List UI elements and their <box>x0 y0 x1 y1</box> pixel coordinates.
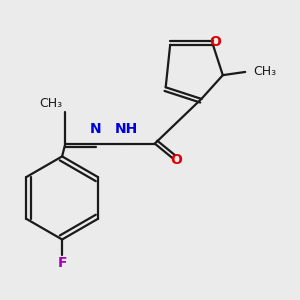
Text: F: F <box>57 256 67 271</box>
Text: O: O <box>210 35 221 49</box>
Text: N: N <box>90 122 101 136</box>
Text: NH: NH <box>114 122 138 136</box>
Text: CH₃: CH₃ <box>253 65 276 79</box>
Text: CH₃: CH₃ <box>39 97 62 110</box>
Text: O: O <box>170 153 182 166</box>
